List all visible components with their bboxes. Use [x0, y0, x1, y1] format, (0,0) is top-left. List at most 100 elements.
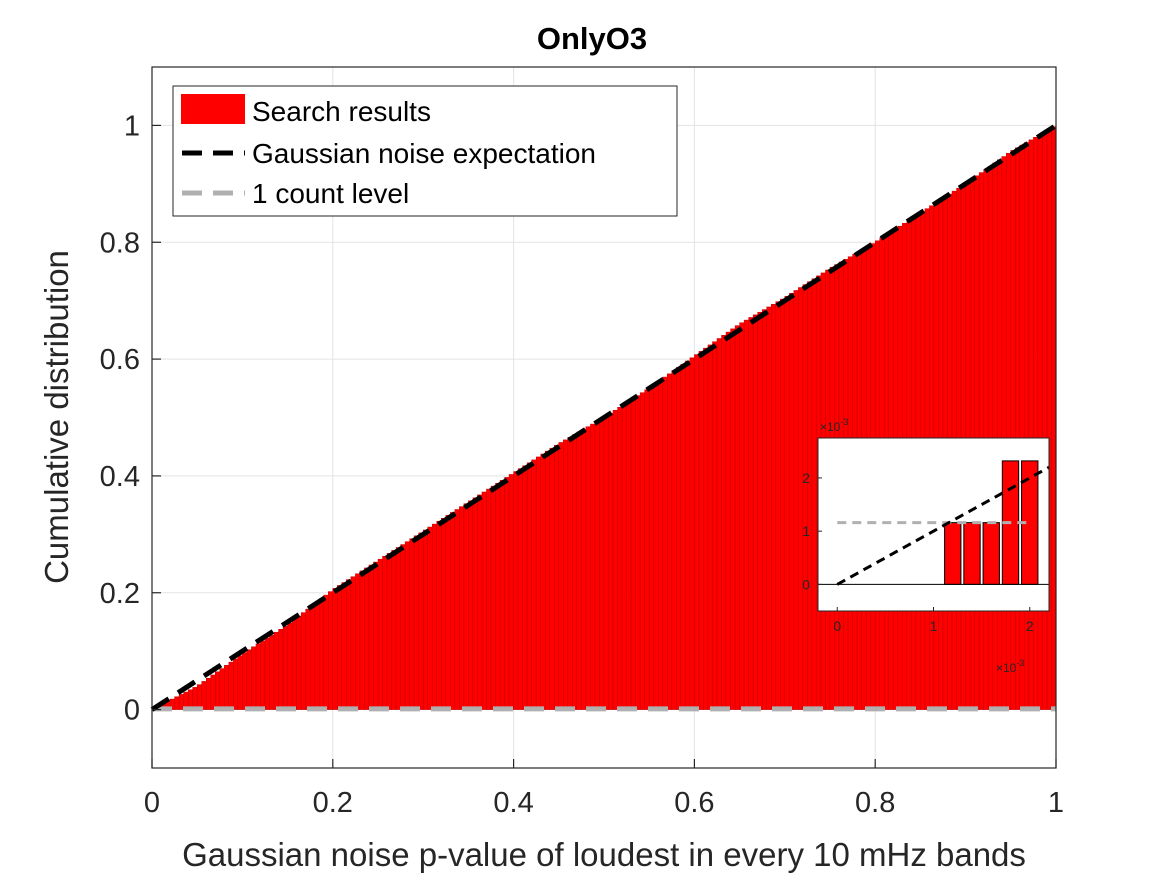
- legend-box: [172, 85, 678, 217]
- search-results-bar: [205, 677, 212, 710]
- search-results-bar: [757, 311, 763, 710]
- search-results-bar: [734, 325, 740, 710]
- search-results-bar: [544, 450, 551, 710]
- search-results-bar: [1019, 144, 1025, 710]
- search-results-bar: [671, 370, 677, 710]
- search-results-bar: [332, 588, 338, 710]
- search-results-bar: [635, 395, 641, 710]
- search-results-bar: [567, 436, 573, 710]
- search-results-bar: [558, 442, 564, 710]
- legend: Search results Gaussian noise expectatio…: [172, 85, 678, 217]
- inset-plot: 0 1 2 0 1 2 ×10-3 ×10-3: [802, 417, 1050, 675]
- search-results-bar: [287, 622, 293, 710]
- search-results-bar: [780, 298, 786, 710]
- search-results-bar: [608, 412, 614, 710]
- search-results-bar: [337, 585, 343, 710]
- search-results-bar: [463, 503, 469, 710]
- y-axis-ticks: 0 0.2 0.4 0.6 0.8 1: [100, 110, 161, 727]
- search-results-bar: [481, 491, 487, 710]
- search-results-bar: [1042, 131, 1048, 710]
- inset-bar: [963, 522, 981, 585]
- search-results-bar: [585, 426, 591, 710]
- search-results-bar: [1001, 156, 1007, 710]
- search-results-bar: [1010, 150, 1016, 710]
- search-results-bar: [752, 314, 758, 710]
- x-tick-label: 0.2: [313, 787, 353, 819]
- search-results-bar: [802, 284, 808, 710]
- inset-bar: [944, 522, 962, 585]
- y-tick-label: 0.6: [100, 344, 140, 376]
- search-results-bar: [413, 535, 419, 710]
- search-results-bar: [255, 643, 261, 710]
- inset-bar: [982, 522, 1000, 585]
- search-results-bar: [228, 661, 234, 710]
- search-results-bar: [599, 418, 605, 710]
- search-results-bar: [391, 550, 397, 710]
- gaussian-noise-expectation-line: [150, 123, 1058, 712]
- inset-expectation-line: [836, 465, 1050, 586]
- search-results-bar: [648, 386, 654, 710]
- search-results-bar: [811, 278, 817, 710]
- search-results-bar: [373, 561, 379, 710]
- search-results-bar: [215, 671, 221, 710]
- search-results-bar: [368, 564, 374, 710]
- x-tick-label: 0: [144, 787, 160, 819]
- search-results-bar: [264, 637, 270, 710]
- search-results-bar: [549, 447, 555, 710]
- search-results-bar: [581, 429, 587, 710]
- inset-reference-lines: [818, 465, 1050, 586]
- legend-label-one-count: 1 count level: [252, 178, 409, 209]
- inset-x-tick-label: 0: [833, 618, 841, 634]
- search-results-bar: [563, 439, 569, 710]
- search-results-bar: [174, 696, 180, 710]
- search-results-bar: [296, 615, 302, 710]
- search-results-bar: [305, 608, 311, 710]
- search-results-bar: [409, 538, 415, 710]
- search-results-bar: [350, 576, 356, 710]
- search-results-bar: [572, 434, 578, 710]
- plot-frame: [151, 66, 1057, 769]
- search-results-bar: [657, 380, 664, 710]
- y-tick-label: 0: [124, 695, 140, 727]
- search-results-bar: [454, 509, 460, 710]
- search-results-bar: [626, 401, 632, 710]
- search-results-bar: [807, 281, 813, 710]
- search-results-bar: [499, 480, 505, 710]
- y-tick-label: 0.8: [100, 227, 140, 259]
- x-axis-ticks: 0 0.2 0.4 0.6 0.8 1: [144, 759, 1064, 819]
- search-results-bar: [427, 526, 433, 710]
- search-results-bar: [224, 665, 230, 710]
- y-tick-label: 1: [124, 110, 140, 142]
- search-results-bar: [739, 322, 745, 710]
- search-results-bar: [450, 512, 456, 710]
- search-results-bar: [716, 338, 722, 710]
- search-results-bar: [612, 409, 618, 710]
- search-results-bar: [743, 319, 749, 710]
- search-results-bar: [278, 629, 284, 710]
- search-results-bar: [712, 341, 718, 710]
- search-results-bar: [766, 306, 772, 710]
- search-results-bar: [490, 485, 496, 710]
- search-results-bar: [667, 373, 673, 710]
- search-results-bar: [526, 462, 532, 710]
- search-results-bar: [653, 383, 659, 710]
- search-results-bar: [395, 547, 401, 710]
- search-results-bar: [603, 415, 609, 710]
- search-results-bar: [201, 681, 207, 710]
- search-results-bar: [725, 331, 731, 710]
- search-results-bar: [1006, 153, 1012, 710]
- reference-lines: [150, 123, 1058, 712]
- search-results-bar: [798, 287, 804, 710]
- inset-ticks: 0 1 2 0 1 2: [802, 470, 1034, 634]
- x-tick-label: 0.4: [493, 787, 533, 819]
- search-results-bar: [730, 328, 736, 710]
- search-results-bar: [468, 500, 474, 710]
- search-results-bar: [535, 456, 541, 710]
- search-results-bar: [1046, 129, 1052, 710]
- legend-label-gaussian-noise: Gaussian noise expectation: [252, 138, 596, 169]
- search-results-bar: [328, 591, 334, 710]
- search-results-bar: [522, 465, 528, 710]
- search-results-bar: [639, 392, 645, 710]
- search-results-bar: [992, 162, 998, 710]
- search-results-bar: [233, 658, 239, 710]
